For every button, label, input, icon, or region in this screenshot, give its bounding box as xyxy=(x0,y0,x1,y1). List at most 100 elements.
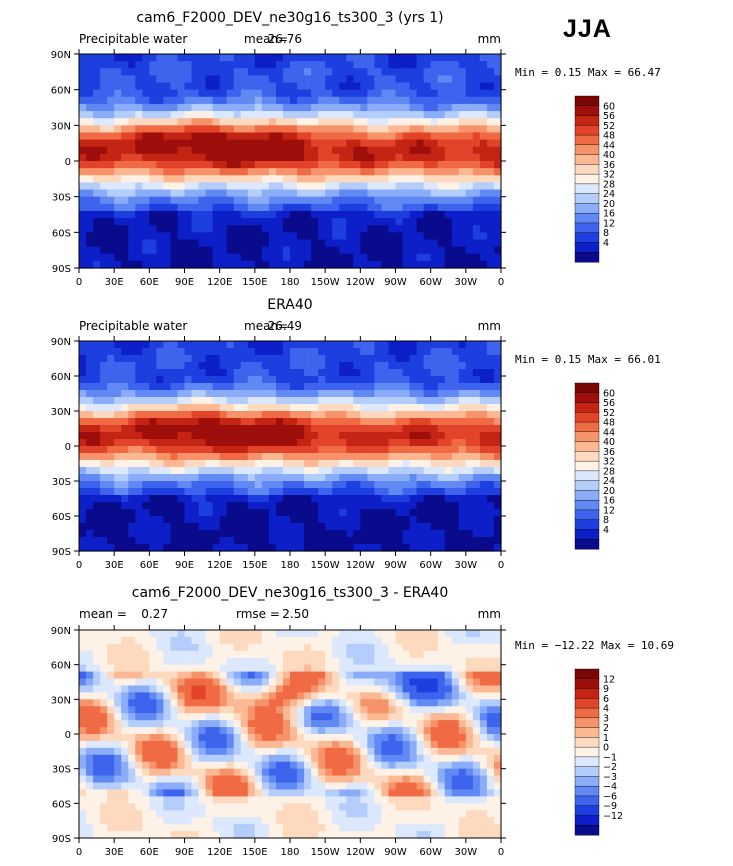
map-cell xyxy=(297,713,305,721)
map-cell xyxy=(430,650,439,659)
map-cell xyxy=(128,348,136,356)
map-cell xyxy=(395,706,404,714)
map-cell xyxy=(268,467,277,475)
map-cell xyxy=(177,699,186,707)
map-cell xyxy=(381,650,390,659)
map-cell xyxy=(430,103,439,112)
map-cell xyxy=(416,168,425,176)
map-cell xyxy=(472,460,481,468)
map-cell xyxy=(374,453,383,461)
map-cell xyxy=(268,390,277,398)
map-cell xyxy=(402,544,411,552)
map-cell xyxy=(226,495,235,503)
map-cell xyxy=(290,754,298,763)
map-cell xyxy=(395,636,404,645)
map-cell xyxy=(128,699,136,707)
map-cell xyxy=(416,232,425,241)
map-cell xyxy=(493,740,502,749)
map-cell xyxy=(226,246,235,255)
map-cell xyxy=(318,153,326,162)
map-cell xyxy=(346,544,354,552)
map-cell xyxy=(360,404,368,412)
map-cell xyxy=(107,537,115,545)
map-cell xyxy=(311,481,319,489)
map-cell xyxy=(219,383,228,391)
map-cell xyxy=(275,488,284,496)
map-cell xyxy=(240,523,249,531)
map-cell xyxy=(275,369,284,377)
map-cell xyxy=(121,495,129,503)
colorbar-box xyxy=(574,193,600,204)
map-cell xyxy=(493,727,502,735)
map-cell xyxy=(205,111,214,119)
map-cell xyxy=(290,523,298,531)
map-cell xyxy=(254,481,263,489)
map-cell xyxy=(458,740,467,749)
map-cell xyxy=(332,509,340,517)
map-cell xyxy=(156,650,164,659)
map-cell xyxy=(486,153,495,162)
map-cell xyxy=(437,650,446,659)
map-cell xyxy=(339,460,347,468)
map-cell xyxy=(275,761,284,770)
map-cell xyxy=(479,341,488,349)
map-cell xyxy=(191,341,200,349)
map-cell xyxy=(311,68,319,76)
map-cell xyxy=(156,103,164,112)
map-cell xyxy=(395,203,404,212)
map-cell xyxy=(205,740,214,749)
map-cell xyxy=(128,630,136,638)
map-cell xyxy=(367,509,375,517)
map-cell xyxy=(465,481,474,489)
map-cell xyxy=(233,740,242,749)
map-cell xyxy=(142,523,150,531)
map-cell xyxy=(240,260,249,269)
map-cell xyxy=(86,175,94,183)
map-cell xyxy=(163,253,172,262)
map-cell xyxy=(367,425,375,433)
map-cell xyxy=(268,481,277,489)
map-cell xyxy=(353,544,361,552)
map-cell xyxy=(177,362,186,370)
map-cell xyxy=(353,355,361,363)
map-cell xyxy=(198,516,207,524)
map-cell xyxy=(318,362,326,370)
map-cell xyxy=(451,132,460,141)
map-cell xyxy=(233,418,242,426)
map-cell xyxy=(339,636,347,645)
map-cell xyxy=(177,425,186,433)
map-cell xyxy=(86,754,94,763)
map-cell xyxy=(360,82,368,91)
map-cell xyxy=(346,734,354,742)
map-cell xyxy=(128,383,136,391)
map-cell xyxy=(346,713,354,721)
map-cell xyxy=(121,502,129,510)
map-cell xyxy=(381,239,390,248)
map-cell xyxy=(472,348,481,356)
map-cell xyxy=(367,153,375,162)
map-cell xyxy=(184,196,193,205)
map-cell xyxy=(100,761,108,770)
map-cell xyxy=(184,125,193,134)
map-cell xyxy=(416,537,425,545)
map-cell xyxy=(374,239,383,248)
map-cell xyxy=(353,196,361,205)
map-cell xyxy=(311,488,319,496)
map-cell xyxy=(416,446,425,454)
map-cell xyxy=(177,203,186,212)
map-cell xyxy=(409,460,418,468)
map-cell xyxy=(121,146,129,155)
map-cell xyxy=(346,411,354,419)
map-cell xyxy=(416,196,425,205)
map-cell xyxy=(219,246,228,255)
map-cell xyxy=(79,54,87,62)
map-cell xyxy=(402,713,411,721)
map-cell xyxy=(233,446,242,454)
map-cell xyxy=(486,103,495,112)
map-cell xyxy=(346,453,354,461)
map-cell xyxy=(198,453,207,461)
map-cell xyxy=(416,404,425,412)
map-cell xyxy=(86,671,94,680)
map-cell xyxy=(353,678,361,687)
map-cell xyxy=(275,692,284,700)
